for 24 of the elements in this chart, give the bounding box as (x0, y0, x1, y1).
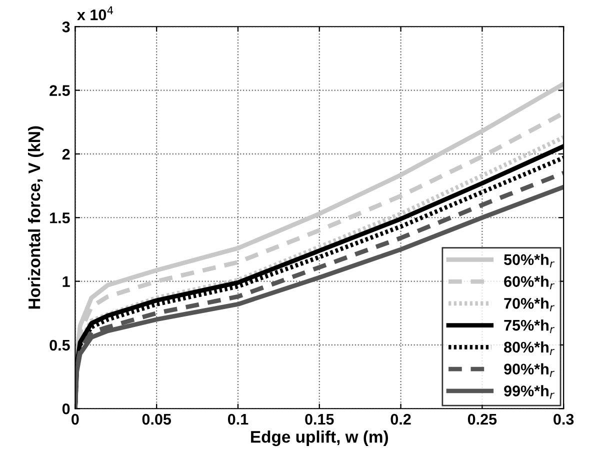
x-tick-label: 0.25 (468, 414, 497, 425)
y-tick-label: 2 (62, 148, 70, 160)
y-tick-label: 0 (62, 403, 70, 414)
legend-label: 90%*h$_{r}$ (504, 363, 554, 377)
legend-label: 60%*h$_{r}$ (504, 276, 554, 290)
legend-label: 80%*h$_{r}$ (504, 341, 554, 355)
x-tick-label: 0.15 (305, 414, 334, 425)
x-tick-label: 0.3 (554, 414, 574, 425)
y-tick-label: 1.5 (50, 212, 70, 224)
x-axis-title: Edge uplift, w (m) (251, 430, 388, 446)
y-tick-label: 1 (62, 276, 70, 287)
y-tick-label: 2.5 (50, 85, 70, 96)
legend-label: 70%*h$_{r}$ (504, 298, 554, 312)
x-tick-label: 0.1 (228, 414, 248, 425)
y-tick-label: 3 (62, 21, 70, 32)
legend-label: 75%*h$_{r}$ (504, 319, 554, 334)
y-tick-label: 0.5 (50, 340, 70, 351)
legend-label: 99%*h$_{r}$ (504, 385, 554, 399)
x-tick-label: 0.2 (390, 414, 411, 425)
x-tick-label: 0.05 (142, 414, 172, 425)
legend-label: 50%*h$_{r}$ (504, 254, 554, 268)
text: x 10$^{4}$ (77, 6, 114, 20)
x-tick-label: 0 (72, 414, 79, 425)
y-axis-title: Horizontal force, V (kN) (28, 126, 44, 309)
